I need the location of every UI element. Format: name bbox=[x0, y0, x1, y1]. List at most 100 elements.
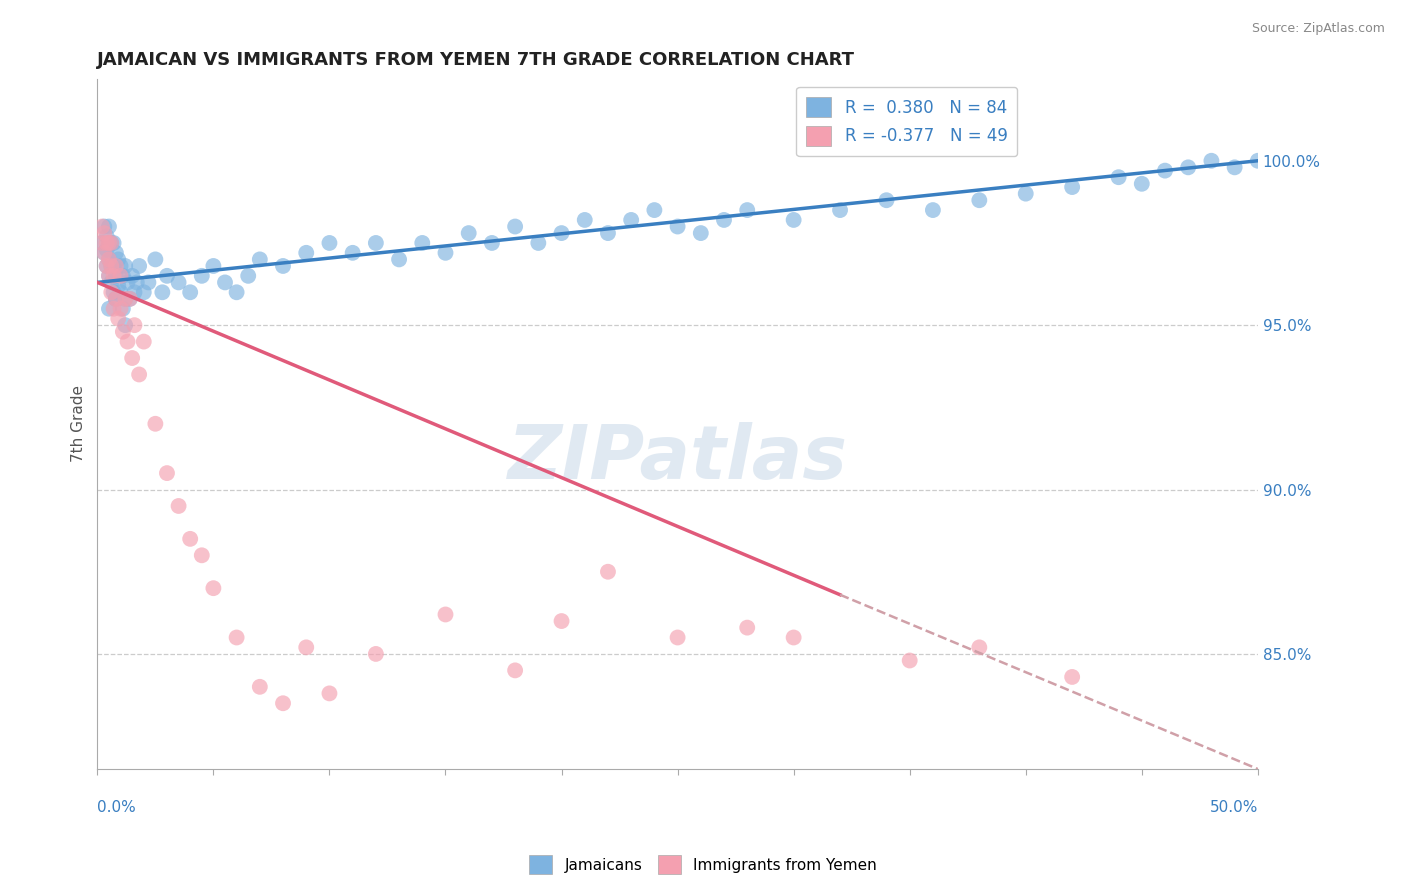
Point bbox=[342, 245, 364, 260]
Point bbox=[434, 245, 457, 260]
Point bbox=[93, 226, 115, 240]
Point bbox=[238, 268, 260, 283]
Point bbox=[118, 292, 141, 306]
Point bbox=[114, 292, 136, 306]
Point bbox=[156, 466, 179, 480]
Point bbox=[828, 203, 851, 218]
Point bbox=[318, 686, 340, 700]
Point bbox=[179, 532, 201, 546]
Point bbox=[103, 301, 125, 316]
Point bbox=[104, 292, 127, 306]
Point bbox=[1154, 163, 1177, 178]
Point bbox=[550, 614, 572, 628]
Point bbox=[121, 268, 143, 283]
Point bbox=[132, 285, 155, 300]
Point bbox=[132, 334, 155, 349]
Point bbox=[969, 640, 991, 655]
Point bbox=[875, 193, 897, 207]
Point bbox=[249, 680, 271, 694]
Point bbox=[782, 631, 804, 645]
Point bbox=[527, 235, 550, 250]
Point bbox=[110, 268, 132, 283]
Y-axis label: 7th Grade: 7th Grade bbox=[72, 385, 86, 462]
Point bbox=[1015, 186, 1038, 201]
Point bbox=[117, 334, 139, 349]
Point bbox=[97, 235, 120, 250]
Point bbox=[110, 285, 132, 300]
Point bbox=[249, 252, 271, 267]
Point bbox=[97, 252, 120, 267]
Point bbox=[107, 252, 129, 267]
Point bbox=[96, 259, 118, 273]
Point bbox=[104, 292, 127, 306]
Point bbox=[295, 245, 318, 260]
Point bbox=[434, 607, 457, 622]
Point bbox=[689, 226, 711, 240]
Point bbox=[111, 301, 134, 316]
Point bbox=[191, 268, 214, 283]
Point bbox=[104, 245, 127, 260]
Point bbox=[110, 301, 132, 316]
Point bbox=[411, 235, 433, 250]
Point bbox=[121, 351, 143, 365]
Point bbox=[91, 235, 114, 250]
Point bbox=[96, 229, 118, 244]
Point bbox=[93, 219, 115, 234]
Point bbox=[271, 259, 294, 273]
Point bbox=[111, 268, 134, 283]
Point bbox=[138, 276, 160, 290]
Point bbox=[364, 647, 387, 661]
Point bbox=[110, 259, 132, 273]
Point bbox=[91, 235, 114, 250]
Point bbox=[214, 276, 236, 290]
Point bbox=[225, 631, 247, 645]
Point bbox=[103, 285, 125, 300]
Point bbox=[503, 219, 526, 234]
Point bbox=[713, 213, 735, 227]
Point bbox=[97, 268, 120, 283]
Point bbox=[388, 252, 411, 267]
Point bbox=[117, 276, 139, 290]
Legend: R =  0.380   N = 84, R = -0.377   N = 49: R = 0.380 N = 84, R = -0.377 N = 49 bbox=[796, 87, 1018, 156]
Point bbox=[457, 226, 479, 240]
Point bbox=[114, 259, 136, 273]
Point bbox=[156, 268, 179, 283]
Point bbox=[596, 565, 619, 579]
Point bbox=[167, 499, 190, 513]
Text: ZIPatlas: ZIPatlas bbox=[508, 422, 848, 495]
Point bbox=[100, 276, 122, 290]
Point bbox=[124, 285, 146, 300]
Point bbox=[191, 549, 214, 563]
Point bbox=[100, 259, 122, 273]
Point bbox=[1201, 153, 1223, 168]
Text: 50.0%: 50.0% bbox=[1209, 799, 1258, 814]
Point bbox=[620, 213, 643, 227]
Point bbox=[202, 581, 225, 595]
Point bbox=[103, 268, 125, 283]
Point bbox=[97, 252, 120, 267]
Point bbox=[107, 311, 129, 326]
Point bbox=[145, 252, 167, 267]
Point bbox=[1177, 161, 1199, 175]
Point bbox=[481, 235, 503, 250]
Point bbox=[596, 226, 619, 240]
Point bbox=[104, 259, 127, 273]
Point bbox=[550, 226, 572, 240]
Point bbox=[111, 325, 134, 339]
Point bbox=[295, 640, 318, 655]
Text: JAMAICAN VS IMMIGRANTS FROM YEMEN 7TH GRADE CORRELATION CHART: JAMAICAN VS IMMIGRANTS FROM YEMEN 7TH GR… bbox=[97, 51, 855, 69]
Point bbox=[128, 259, 150, 273]
Point bbox=[167, 276, 190, 290]
Point bbox=[898, 653, 921, 667]
Point bbox=[124, 318, 146, 333]
Point bbox=[128, 368, 150, 382]
Point bbox=[125, 276, 148, 290]
Point bbox=[107, 278, 129, 293]
Point bbox=[1223, 161, 1246, 175]
Point bbox=[202, 259, 225, 273]
Point bbox=[1247, 153, 1270, 168]
Point bbox=[643, 203, 665, 218]
Point bbox=[782, 213, 804, 227]
Point bbox=[735, 203, 758, 218]
Point bbox=[179, 285, 201, 300]
